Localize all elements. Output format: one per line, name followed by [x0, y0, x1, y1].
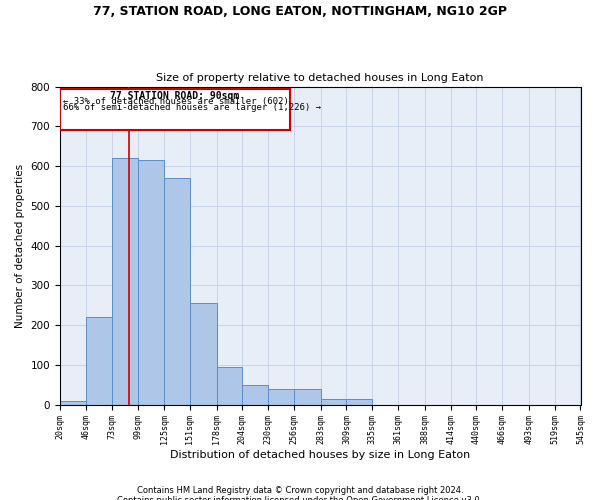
- Bar: [217, 367, 242, 405]
- Text: Contains HM Land Registry data © Crown copyright and database right 2024.: Contains HM Land Registry data © Crown c…: [137, 486, 463, 495]
- Bar: [60, 400, 86, 404]
- Text: Contains public sector information licensed under the Open Government Licence v3: Contains public sector information licen…: [118, 496, 482, 500]
- X-axis label: Distribution of detached houses by size in Long Eaton: Distribution of detached houses by size …: [170, 450, 470, 460]
- Text: ← 33% of detached houses are smaller (602): ← 33% of detached houses are smaller (60…: [63, 98, 289, 106]
- Bar: [294, 389, 320, 404]
- Y-axis label: Number of detached properties: Number of detached properties: [15, 164, 25, 328]
- Bar: [86, 317, 112, 404]
- Bar: [60, 88, 290, 130]
- Bar: [164, 178, 190, 404]
- Bar: [138, 160, 164, 404]
- Bar: [320, 399, 346, 404]
- Bar: [268, 389, 294, 404]
- Text: 77 STATION ROAD: 90sqm: 77 STATION ROAD: 90sqm: [110, 90, 239, 101]
- Text: 77, STATION ROAD, LONG EATON, NOTTINGHAM, NG10 2GP: 77, STATION ROAD, LONG EATON, NOTTINGHAM…: [93, 5, 507, 18]
- Bar: [190, 304, 217, 404]
- Title: Size of property relative to detached houses in Long Eaton: Size of property relative to detached ho…: [157, 73, 484, 83]
- Bar: [112, 158, 138, 404]
- Bar: [346, 399, 372, 404]
- Text: 66% of semi-detached houses are larger (1,226) →: 66% of semi-detached houses are larger (…: [63, 104, 321, 112]
- Bar: [242, 385, 268, 404]
